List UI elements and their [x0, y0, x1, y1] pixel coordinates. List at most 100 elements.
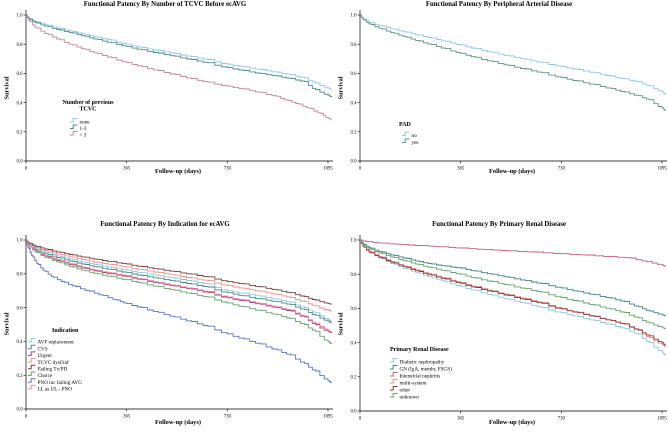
x-tick-label: 730 [558, 417, 566, 422]
y-tick-label: 0.6 [17, 72, 24, 77]
km-curve-gn-iga-membr-fsgs- [360, 239, 667, 317]
y-tick-label: 1.0 [17, 14, 24, 19]
legend-item-label: > 3 [80, 133, 87, 139]
legend-item-label: unknown [400, 395, 420, 401]
legend-swatch [28, 378, 36, 383]
legend-item-label: GN (IgA, membr, FSGS) [400, 366, 453, 373]
x-tick-label: 730 [224, 167, 232, 172]
y-tick-label: 0.6 [351, 72, 358, 77]
y-tick-label: 0.8 [17, 273, 24, 278]
legend-swatch [390, 365, 398, 370]
legend-item-label: TCVC dysf/inf [38, 359, 70, 366]
legend-swatch [28, 358, 36, 363]
panel-pad: Functional Patency By Peripheral Arteria… [334, 0, 668, 218]
x-axis-label: Follow-up (days) [489, 419, 535, 426]
x-tick-label: 365 [123, 167, 131, 172]
legend-item-label: multi-system [400, 381, 427, 387]
panel-title: Functional Patency By Peripheral Arteria… [425, 1, 573, 8]
y-tick-label: 0.4 [351, 341, 358, 346]
x-tick-label: 365 [457, 167, 465, 172]
km-curve-choice [26, 239, 333, 345]
legend-item-label: Failing Tx/PD [38, 367, 68, 373]
legend-item-label: no [412, 133, 418, 139]
km-curve-ll-as-ul-pno [26, 239, 333, 333]
km-plot-tcvc: 0.0 0.2 0.4 0.6 0.8 1.0 0 365 730 1095 Number of p… [17, 10, 333, 172]
x-tick-label: 0 [25, 167, 28, 172]
y-tick-label: 0.0 [17, 408, 24, 413]
y-tick-label: 1.0 [351, 239, 358, 244]
km-curve--3 [26, 14, 333, 120]
km-curve-avf-replacement [26, 239, 333, 322]
y-tick-label: 0.0 [17, 160, 24, 165]
km-plot-renal: 0.0 0.2 0.4 0.6 0.8 1.0 0 365 730 1095 Primary Ren… [351, 235, 667, 422]
legend-title: Primary Renal Disease [390, 347, 449, 353]
y-tick-label: 0.4 [17, 101, 24, 106]
legend-item-label: other [400, 388, 411, 394]
panel-title: Functional Patency By Number of TCVC Bef… [83, 1, 247, 8]
km-curve-cvs [26, 239, 333, 324]
legend-swatch [28, 371, 36, 376]
legend-swatch [390, 358, 398, 363]
legend-title: TCVC [79, 107, 96, 113]
legend-item-label: Diabetic nephropathy [400, 360, 445, 366]
panel-title: Functional Patency By Primary Renal Dise… [432, 221, 566, 228]
legend-swatch [70, 131, 78, 136]
y-tick-label: 0.8 [351, 43, 358, 48]
legend-item-label: 1-3 [80, 126, 87, 132]
legend-item-label: Choice [38, 373, 53, 379]
km-curve-1-3 [26, 14, 333, 97]
y-tick-label: 0.8 [351, 273, 358, 278]
legend-swatch [402, 138, 410, 143]
y-tick-label: 0.8 [17, 43, 24, 48]
legend-swatch [390, 393, 398, 398]
legend-item-label: Interstitial nephritis [400, 374, 441, 380]
legend-title: PAD [399, 122, 412, 128]
legend-swatch [28, 351, 36, 356]
x-tick-label: 730 [224, 415, 232, 420]
y-tick-label: 0.6 [17, 306, 24, 311]
legend-item-label: CVS [38, 346, 48, 352]
x-tick-label: 365 [457, 417, 465, 422]
legend-item-label: LL as UL - PNO [38, 387, 73, 393]
km-curve-tcvc-dysf-inf [26, 239, 333, 312]
x-axis-label: Follow-up (days) [155, 168, 201, 175]
y-tick-label: 0.2 [351, 376, 358, 381]
legend-item-label: Urgent [38, 353, 53, 359]
legend-swatch [28, 384, 36, 390]
x-tick-label: 0 [359, 417, 362, 422]
legend-swatch [70, 124, 78, 129]
x-tick-label: 0 [25, 415, 28, 420]
panel-tcvc: Functional Patency By Number of TCVC Bef… [0, 0, 334, 218]
x-tick-label: 1095 [323, 415, 333, 420]
legend-item-label: AVF replacement [38, 340, 75, 346]
x-tick-label: 365 [123, 415, 131, 420]
y-tick-label: 0.0 [351, 160, 358, 165]
legend-item-label: PNO inc failing AVG [38, 379, 83, 386]
y-tick-label: 0.0 [351, 410, 358, 415]
x-tick-label: 730 [558, 167, 566, 172]
y-tick-label: 0.4 [351, 101, 358, 106]
legend-swatch [70, 118, 78, 123]
panel-renal: Functional Patency By Primary Renal Dise… [334, 218, 668, 435]
km-curve-multi-system [360, 239, 667, 347]
km-curve-failing-tx-pd [26, 239, 333, 305]
legend-item-label: yes [412, 140, 419, 146]
km-curve-none [26, 14, 333, 90]
legend-item-label: none [80, 120, 91, 126]
legend-swatch [390, 372, 398, 377]
legend-swatch [28, 364, 36, 370]
x-tick-label: 1095 [323, 167, 333, 172]
km-curve-unknown [360, 239, 667, 330]
km-curve-urgent [26, 239, 333, 334]
x-axis-label: Follow-up (days) [155, 419, 201, 426]
x-tick-label: 1095 [657, 417, 667, 422]
y-tick-label: 0.2 [17, 374, 24, 379]
legend-title: Indication [52, 328, 79, 334]
y-tick-label: 0.4 [17, 340, 24, 345]
km-curve-no [360, 14, 667, 95]
x-tick-label: 0 [359, 167, 362, 172]
x-tick-label: 1095 [657, 167, 667, 172]
y-tick-label: 1.0 [351, 14, 358, 19]
